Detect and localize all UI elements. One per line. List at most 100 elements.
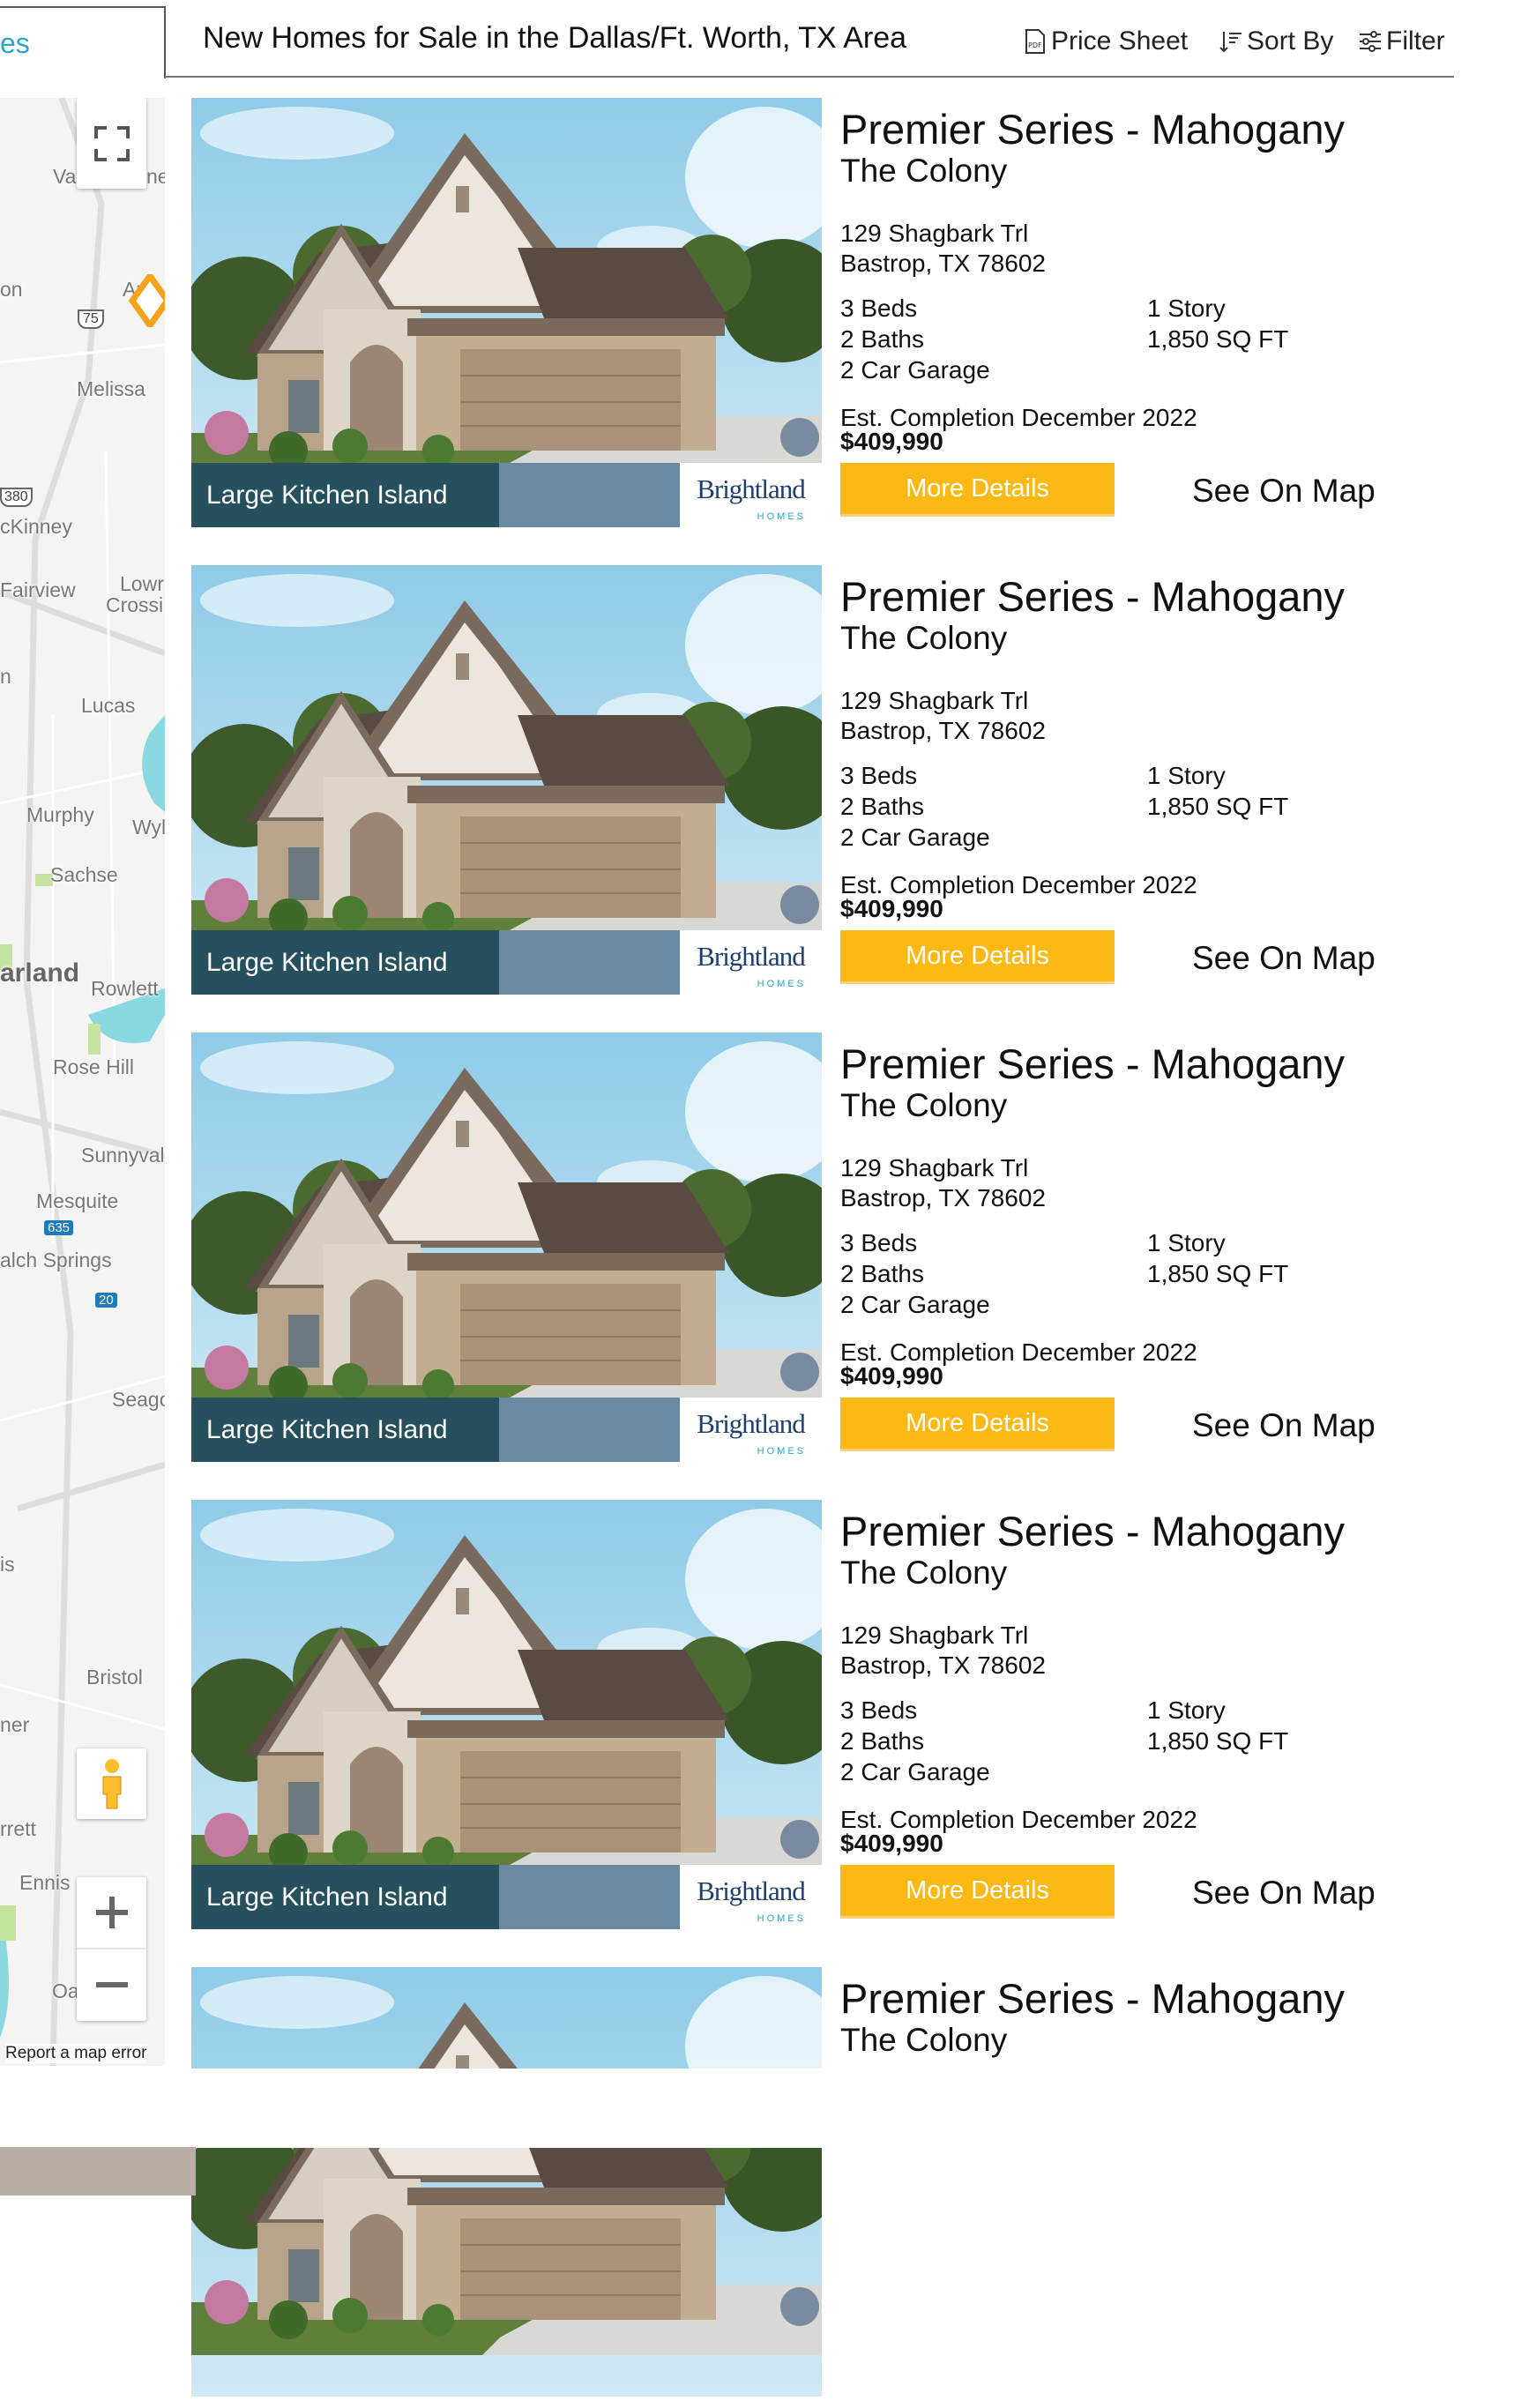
filter-label: Filter	[1386, 26, 1445, 56]
listing-completion: Est. Completion December 2022	[840, 1338, 1197, 1366]
map-label: Oa	[52, 1979, 79, 2002]
map-label: Va	[53, 165, 77, 188]
header-divider	[165, 76, 1454, 78]
logo-text: Brightland	[697, 1408, 806, 1439]
brightland-logo: Brightland HOMES	[680, 1865, 822, 1929]
sort-by-button[interactable]: Sort By	[1219, 26, 1333, 56]
listing-photo[interactable]: Large Kitchen Island Brightland HOMES	[191, 565, 822, 995]
listing-stories: 1 Story	[1147, 762, 1226, 789]
listing-beds: 3 Beds	[840, 762, 918, 789]
photo-caption: Large Kitchen Island	[191, 1865, 680, 1929]
interstate-shield: 20	[95, 1293, 117, 1308]
map-roads	[0, 98, 165, 2066]
street-view-pegman[interactable]	[77, 1748, 146, 1819]
listing-sqft: 1,850 SQ FT	[1147, 325, 1289, 353]
listing-garage: 2 Car Garage	[840, 1758, 990, 1785]
fullscreen-button[interactable]	[77, 98, 146, 189]
listing-photo[interactable]: Large Kitchen Island Brightland HOMES	[191, 98, 822, 527]
map-label: Lowr	[120, 572, 164, 595]
pdf-icon: PDF	[1025, 29, 1045, 54]
listing-completion: Est. Completion December 2022	[840, 871, 1197, 898]
filter-button[interactable]: Filter	[1358, 26, 1445, 56]
map-label: rrett	[0, 1817, 36, 1840]
listing-completion: Est. Completion December 2022	[840, 1806, 1197, 1833]
price-sheet-button[interactable]: PDF Price Sheet	[1023, 26, 1188, 56]
map-label: Wyl	[132, 816, 165, 839]
listing-address2: Bastrop, TX 78602	[840, 1184, 1046, 1211]
zoom-in-button[interactable]	[77, 1878, 146, 1950]
map-label: Seago	[112, 1388, 165, 1411]
report-map-error-link[interactable]: Report a map error	[5, 2044, 147, 2063]
listing-price: $409,990	[840, 1830, 943, 1857]
map-label: Lucas	[81, 694, 136, 717]
zoom-out-button[interactable]	[77, 1950, 146, 2021]
listing-address2: Bastrop, TX 78602	[840, 250, 1046, 277]
listing-address2: Bastrop, TX 78602	[840, 1651, 1046, 1679]
logo-subtext: HOMES	[757, 1446, 806, 1457]
map-label: ner	[0, 1713, 30, 1736]
listing-baths: 2 Baths	[840, 793, 924, 820]
map-label: cKinney	[0, 515, 72, 538]
listing-card: Large Kitchen Island Brightland HOMES Premi…	[191, 1500, 1461, 1941]
listing-community: The Colony	[840, 1554, 1008, 1591]
listing-title[interactable]: Premier Series - Mahogany	[840, 1040, 1346, 1087]
map-label: arland	[0, 958, 80, 988]
listing-sqft: 1,850 SQ FT	[1147, 1260, 1289, 1287]
listing-community: The Colony	[840, 153, 1008, 189]
listing-baths: 2 Baths	[840, 1260, 924, 1287]
listing-title[interactable]: Premier Series - Mahogany	[840, 1508, 1346, 1554]
map-label: n	[0, 665, 11, 688]
photo-caption: Large Kitchen Island	[191, 930, 680, 995]
see-on-map-link[interactable]: See On Map	[1192, 1407, 1376, 1443]
more-details-button[interactable]: More Details	[840, 1865, 1115, 1919]
listing-community: The Colony	[840, 1087, 1008, 1123]
listing-address1: 129 Shagbark Trl	[840, 1621, 1029, 1649]
listing-photo[interactable]	[191, 1967, 822, 2397]
more-details-button[interactable]: More Details	[840, 1398, 1115, 1451]
listing-title[interactable]: Premier Series - Mahogany	[840, 1975, 1346, 2022]
listing-sqft: 1,850 SQ FT	[1147, 1727, 1289, 1755]
sort-by-label: Sort By	[1247, 26, 1334, 56]
map-label: is	[0, 1553, 15, 1576]
see-on-map-link[interactable]: See On Map	[1192, 940, 1376, 976]
map-label: Bristol	[86, 1666, 143, 1689]
logo-subtext: HOMES	[757, 979, 806, 989]
listing-beds: 3 Beds	[840, 1696, 918, 1724]
minus-icon	[95, 1982, 128, 1987]
listing-title[interactable]: Premier Series - Mahogany	[840, 573, 1346, 620]
listing-card: Large Kitchen Island Brightland HOMES Premi…	[191, 565, 1461, 1006]
map-label: Murphy	[26, 803, 94, 826]
map-label: Rowlett	[91, 977, 159, 1000]
brightland-logo: Brightland HOMES	[680, 463, 822, 527]
listing-photo[interactable]: Large Kitchen Island Brightland HOMES	[191, 1033, 822, 1462]
listing-address2: Bastrop, TX 78602	[840, 717, 1046, 744]
listing-title[interactable]: Premier Series - Mahogany	[840, 106, 1346, 153]
listing-stories: 1 Story	[1147, 1696, 1226, 1724]
listing-stories: 1 Story	[1147, 1229, 1226, 1256]
brightland-logo: Brightland HOMES	[680, 1398, 822, 1462]
see-on-map-link[interactable]: See On Map	[1192, 1875, 1376, 1911]
listing-garage: 2 Car Garage	[840, 824, 990, 851]
price-sheet-label: Price Sheet	[1051, 26, 1189, 56]
map[interactable]: Va ne on Ar Melissa cKinney Fairview Low…	[0, 98, 165, 2066]
footer-image-fragment	[0, 2147, 196, 2196]
map-marker-icon[interactable]	[128, 274, 165, 327]
see-on-map-link[interactable]: See On Map	[1192, 473, 1376, 509]
logo-text: Brightland	[697, 941, 806, 972]
listing-beds: 3 Beds	[840, 294, 918, 322]
logo-subtext: HOMES	[757, 511, 806, 522]
map-label: Melissa	[77, 377, 145, 400]
logo-subtext: HOMES	[757, 1913, 806, 1924]
listing-photo[interactable]: Large Kitchen Island Brightland HOMES	[191, 1500, 822, 1929]
listing-stories: 1 Story	[1147, 294, 1226, 322]
listing-card: Large Kitchen Island Brightland HOMES Premi…	[191, 1033, 1461, 1473]
more-details-button[interactable]: More Details	[840, 463, 1115, 517]
svg-text:PDF: PDF	[1028, 41, 1042, 49]
photo-caption: Large Kitchen Island	[191, 463, 680, 527]
tab-new-homes[interactable]: es	[0, 6, 166, 78]
listing-community: The Colony	[840, 2022, 1008, 2058]
more-details-button[interactable]: More Details	[840, 930, 1115, 984]
listing-beds: 3 Beds	[840, 1229, 918, 1256]
listing-completion: Est. Completion December 2022	[840, 404, 1197, 431]
house-image	[191, 1967, 822, 2397]
